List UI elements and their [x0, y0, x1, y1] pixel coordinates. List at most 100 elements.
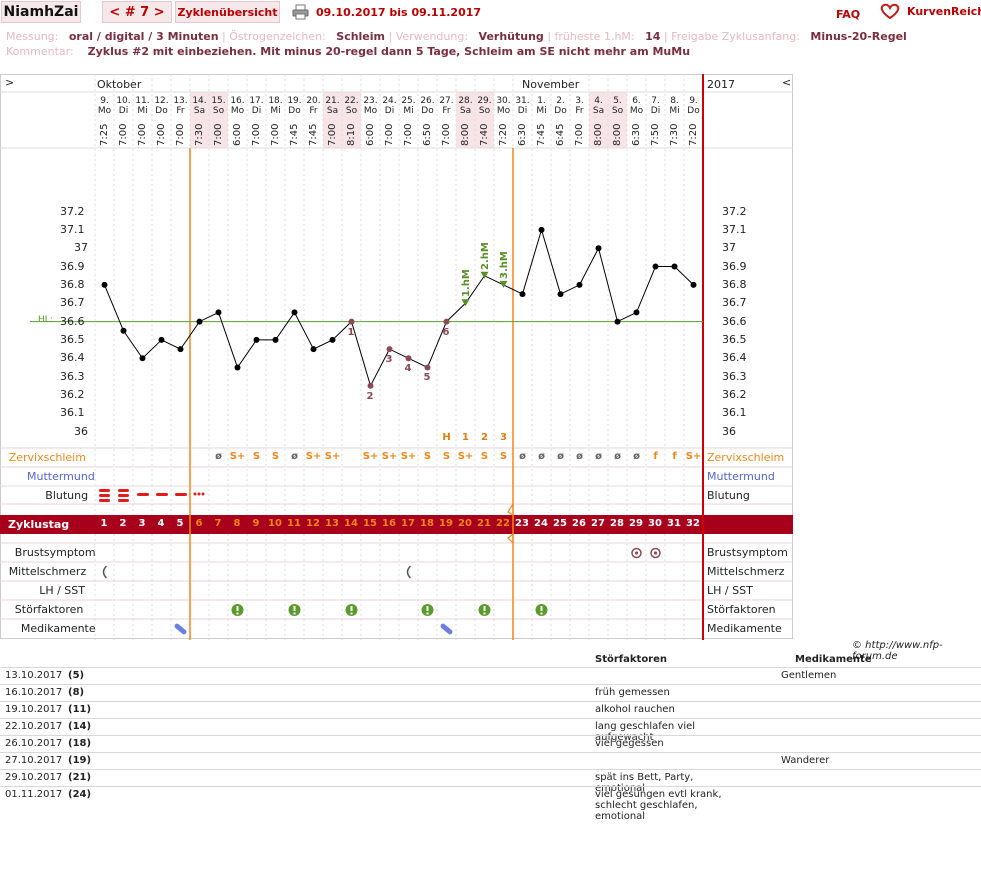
zervix-value: S+	[324, 451, 341, 462]
stoer-row-label-left: Störfaktoren	[14, 603, 84, 616]
weekend-shade	[342, 92, 361, 148]
day-number: 9.	[100, 96, 109, 106]
kommentar-label: Kommentar:	[6, 45, 74, 58]
weekday: Di	[384, 106, 395, 116]
brust-row-label-right: Brustsymptom	[707, 546, 788, 559]
temperature-point	[671, 263, 678, 270]
zervix-value: ø	[614, 451, 621, 462]
notes-cycle-day: (5)	[68, 670, 85, 681]
messung-label: Messung:	[6, 30, 59, 43]
pill-icon	[174, 623, 187, 635]
day-number: 17.	[249, 96, 264, 106]
temperature-line	[104, 228, 694, 388]
brand-name[interactable]: KurvenReich	[907, 5, 981, 18]
disturbance-icon-mark	[483, 612, 486, 615]
arrow-right[interactable]: <	[782, 76, 792, 89]
cycle-day-number: 18	[420, 518, 434, 529]
bleeding-heavy	[118, 494, 129, 497]
notes-stoerfaktor: spät ins Bett, Party, emotional	[595, 772, 694, 794]
temperature-point	[158, 336, 165, 343]
notes-medikament: Wanderer	[781, 755, 830, 766]
high-measure-marker	[461, 299, 470, 307]
bleeding-spotting	[201, 492, 205, 496]
mittelschmerz-icon	[102, 565, 108, 579]
weekday: So	[212, 106, 225, 116]
cycle-overview-button[interactable]: Zyklenübersicht	[175, 1, 280, 23]
meta-line-2: Kommentar: Zyklus #2 mit einbeziehen. Mi…	[6, 45, 690, 58]
temperature-point	[633, 309, 640, 316]
day-number: 31.	[515, 96, 530, 106]
zervix-value: S+	[229, 451, 246, 462]
cycle-day-number: 2	[119, 518, 127, 529]
high-label: 2.hM	[479, 241, 491, 270]
weekday: Do	[687, 106, 700, 116]
y-tick-right: 36	[722, 424, 736, 438]
notes-date: 16.10.2017	[5, 687, 63, 698]
temperature-point	[519, 291, 526, 298]
cycle-nav-label[interactable]: < # 7 >	[109, 4, 165, 20]
day-number: 18.	[268, 96, 283, 106]
day-number: 2.	[556, 96, 565, 106]
y-tick-left: 36.2	[60, 387, 85, 401]
day-number: 12.	[154, 96, 169, 106]
cycle-overview-label[interactable]: Zyklenübersicht	[177, 5, 278, 19]
y-tick-left: 36.4	[60, 351, 85, 365]
faq-link[interactable]: FAQ	[836, 8, 861, 21]
y-tick-left: 36.7	[60, 296, 85, 310]
measure-time: 7:30	[669, 123, 680, 146]
day-number: 21.	[325, 96, 340, 106]
weekday: Do	[554, 106, 567, 116]
notes-cycle-day: (14)	[68, 721, 92, 732]
cycle-nav[interactable]: < # 7 >	[102, 1, 172, 23]
cycle-day-number: 28	[610, 518, 624, 529]
notes-cycle-day: (19)	[68, 755, 92, 766]
cervix-peak-marker: 1	[462, 432, 469, 443]
cycle-day-number: 30	[648, 518, 662, 529]
measure-time: 7:45	[289, 123, 300, 146]
weekday: Di	[251, 106, 262, 116]
disturbance-icon-mark	[426, 606, 429, 611]
cycle-day-number: 27	[591, 518, 605, 529]
measure-time: 7:30	[194, 123, 205, 146]
temperature-point	[348, 318, 355, 325]
weekend-shade	[589, 92, 608, 148]
measure-time: 7:00	[327, 123, 338, 146]
zervix-row-label-right: Zervixschleim	[707, 451, 785, 464]
measure-time: 8:10	[346, 123, 357, 146]
low-label: 2	[366, 390, 374, 402]
cycle-day-number: 4	[157, 518, 165, 529]
date-range: 09.10.2017 bis 09.11.2017	[316, 6, 482, 19]
stoer-row-label-right: Störfaktoren	[707, 603, 776, 616]
month-label: Oktober	[97, 78, 142, 91]
printer-icon[interactable]	[292, 4, 309, 20]
verwendung-value: Verhütung	[478, 30, 544, 43]
disturbance-icon-mark	[540, 606, 543, 611]
cycle-day-number: 19	[439, 518, 453, 529]
blutung-row-label-right: Blutung	[707, 489, 750, 502]
arrow-left[interactable]: >	[5, 76, 15, 89]
y-tick-right: 36.9	[722, 259, 747, 273]
day-number: 13.	[173, 96, 188, 106]
fruehest-label: früheste 1.hM:	[554, 30, 635, 43]
y-tick-left: 36	[74, 424, 88, 438]
day-number: 30.	[496, 96, 511, 106]
weekday: Sa	[193, 106, 206, 116]
measure-time: 6:30	[631, 123, 642, 146]
measure-time: 6:00	[232, 123, 243, 146]
temperature-point	[196, 318, 203, 325]
y-tick-right: 37.2	[722, 204, 747, 218]
measure-time: 6:50	[422, 123, 433, 146]
bleeding-spotting	[193, 492, 197, 496]
oestrogen-value: Schleim	[336, 30, 386, 43]
temperature-point	[614, 318, 621, 325]
temperature-point	[443, 318, 450, 325]
day-number: 20.	[306, 96, 321, 106]
weekday: Sa	[326, 106, 339, 116]
day-number: 27.	[439, 96, 454, 106]
notes-row: 13.10.2017 (5) Gentlemen	[0, 667, 981, 684]
weekday: Mo	[629, 106, 644, 116]
high-label: 1.hM	[460, 269, 472, 298]
zervix-value: f	[653, 451, 658, 462]
high-label: 3.hM	[498, 251, 510, 279]
disturbance-icon-mark	[540, 612, 543, 615]
